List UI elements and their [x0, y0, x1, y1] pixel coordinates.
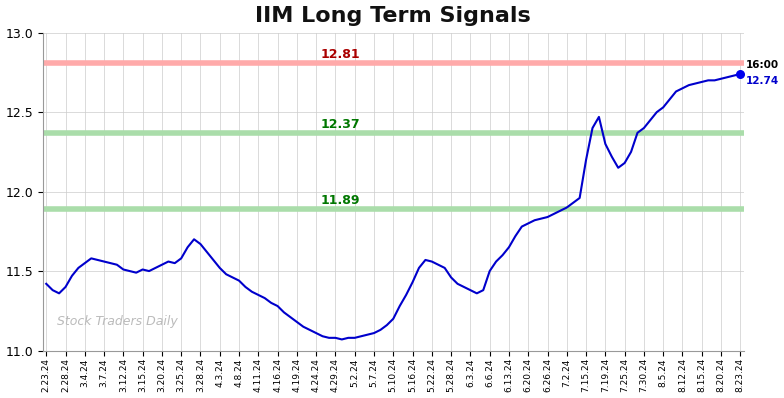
Text: Stock Traders Daily: Stock Traders Daily — [57, 315, 178, 328]
Text: 16:00: 16:00 — [746, 60, 779, 70]
Text: 12.81: 12.81 — [321, 48, 361, 61]
Title: IIM Long Term Signals: IIM Long Term Signals — [256, 6, 531, 25]
Text: 12.74: 12.74 — [746, 76, 779, 86]
Text: 11.89: 11.89 — [321, 194, 360, 207]
Point — [734, 71, 746, 77]
Text: 12.37: 12.37 — [321, 118, 361, 131]
